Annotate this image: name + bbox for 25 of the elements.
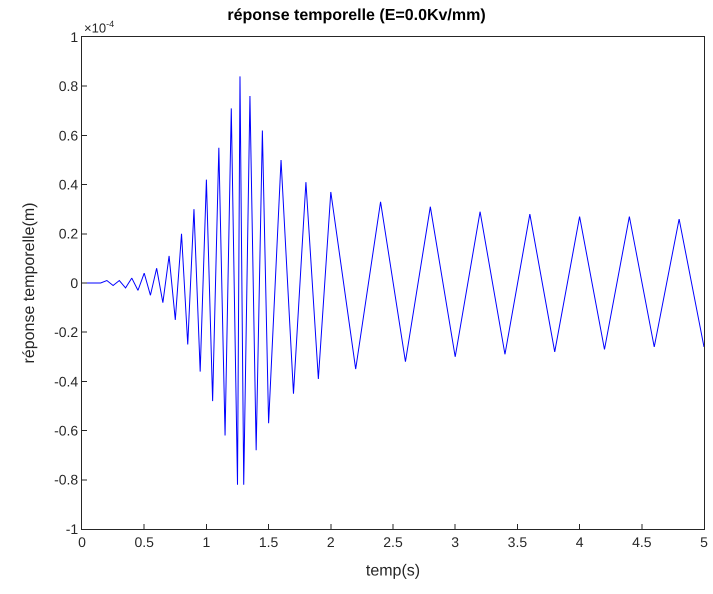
y-tick-label: -0.6 xyxy=(54,422,78,438)
text: ×10$^{-4}$ xyxy=(84,19,114,36)
y-tick-label: 0.8 xyxy=(58,78,78,94)
y-tick-label: 0.6 xyxy=(58,127,78,144)
x-tick-label: 1.5 xyxy=(258,534,279,550)
y-tick-label: -1 xyxy=(66,520,78,537)
x-tick-label: 1 xyxy=(202,534,210,550)
x-axis-title: temp(s) xyxy=(366,562,420,580)
y-axis-title: réponse temporelle(m) xyxy=(20,202,38,364)
y-tick-label: 1 xyxy=(70,28,78,45)
x-tick-label: 4.5 xyxy=(632,534,652,550)
y-tick-label: 0.4 xyxy=(58,176,78,192)
y-tick-label: -0.2 xyxy=(54,324,78,340)
x-tick-label: 2 xyxy=(326,534,335,550)
y-tick-label: -0.4 xyxy=(54,373,78,390)
y-tick-label: 0 xyxy=(70,274,78,291)
y-tick-label: 0.2 xyxy=(58,226,78,242)
x-tick-label: 5 xyxy=(700,534,708,550)
x-tick-label: 2.5 xyxy=(383,534,403,550)
chart-title: réponse temporelle (E=0.0Kv/mm) xyxy=(227,7,486,24)
y-tick-label: -0.8 xyxy=(54,472,78,488)
x-tick-label: 4 xyxy=(576,534,584,550)
x-tick-label: 3.5 xyxy=(508,534,528,550)
x-tick-label: 0.5 xyxy=(134,534,154,550)
x-tick-label: 3 xyxy=(451,534,460,550)
